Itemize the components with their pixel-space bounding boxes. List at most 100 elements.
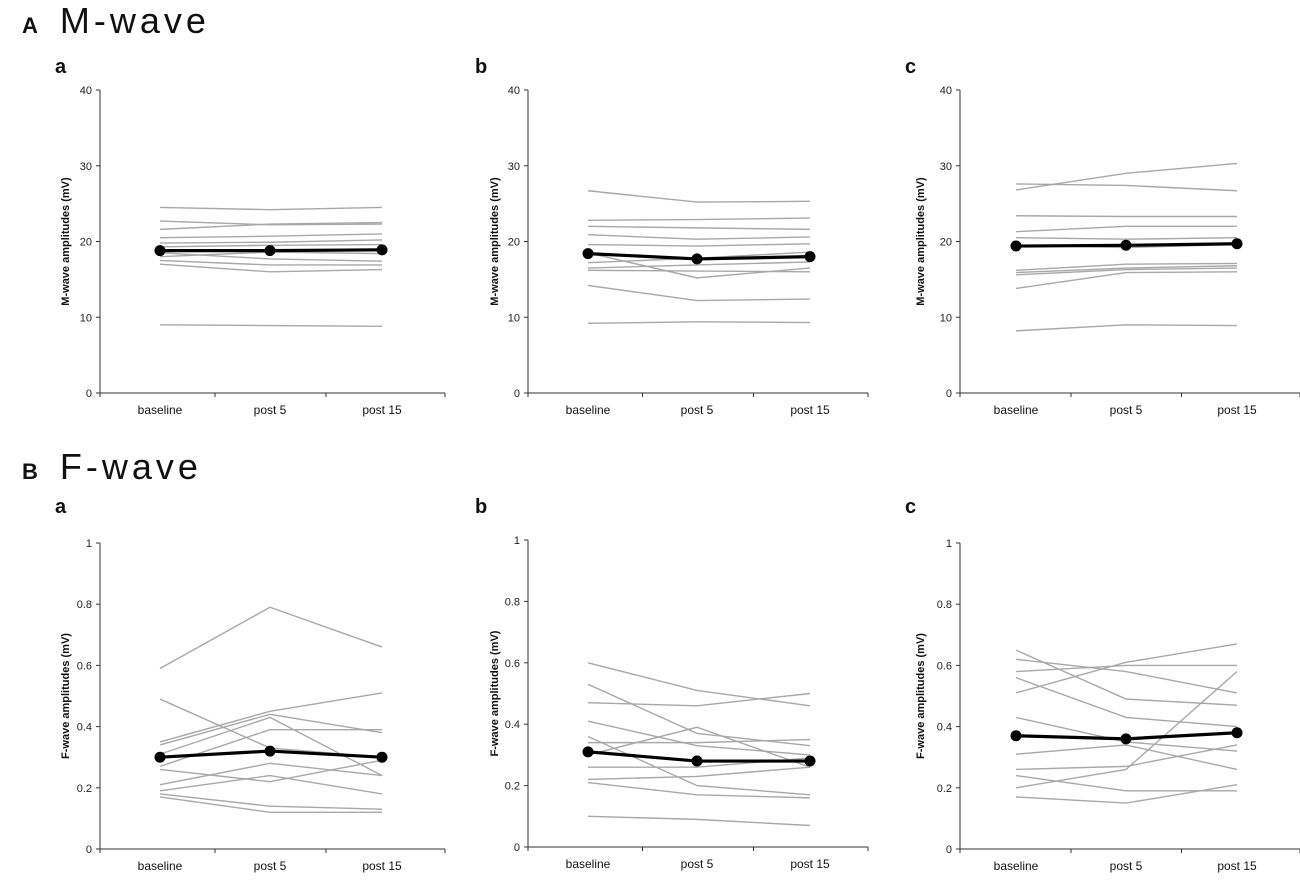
section-letter: A — [22, 13, 38, 38]
subject-series-line — [587, 321, 811, 325]
x-tick-label: post 15 — [790, 403, 830, 417]
panel-label-a: a — [55, 496, 67, 518]
mean-data-point — [1010, 240, 1022, 252]
subject-series-line — [587, 726, 811, 768]
mean-data-point — [1231, 238, 1243, 250]
section-b-heading: B F-wave — [22, 446, 202, 488]
mean-data-point — [804, 755, 816, 767]
panel-label-a: a — [55, 56, 67, 78]
y-axis-label: M-wave amplitudes (mV) — [915, 177, 927, 306]
subject-series-line — [159, 221, 383, 231]
x-tick-label: post 5 — [681, 857, 714, 871]
y-tick-label: 30 — [508, 161, 520, 173]
x-tick-label: baseline — [138, 403, 183, 417]
panel-label-c: c — [905, 496, 917, 518]
y-tick-label: 20 — [80, 237, 92, 249]
y-tick-label: 1 — [946, 538, 952, 550]
section-title: M-wave — [59, 0, 210, 41]
subject-series-line — [587, 735, 811, 796]
subject-series-line — [1015, 664, 1237, 673]
y-tick-label: 1 — [86, 538, 92, 550]
x-tick-label: post 5 — [1110, 403, 1143, 417]
subject-series-line — [159, 796, 382, 813]
subject-series-line — [159, 774, 383, 795]
subject-series-line — [587, 692, 811, 707]
subject-series-line — [1015, 267, 1238, 276]
subject-series-line — [1015, 676, 1238, 728]
subject-series-line — [159, 259, 382, 266]
y-tick-label: 0 — [514, 842, 520, 854]
mean-data-point — [804, 251, 816, 263]
subject-series-line — [587, 683, 811, 747]
x-tick-label: post 15 — [362, 859, 402, 873]
mean-data-point — [264, 245, 276, 257]
y-axis-label: M-wave amplitudes (mV) — [489, 177, 501, 306]
subject-series-line — [159, 762, 383, 786]
subject-series-line — [1015, 271, 1238, 290]
subject-series-line — [587, 233, 811, 240]
y-tick-label: 0.4 — [937, 722, 952, 734]
y-tick-label: 0 — [514, 388, 520, 400]
mean-data-point — [1120, 239, 1132, 251]
subject-series-line — [1015, 262, 1238, 271]
x-tick-label: baseline — [138, 859, 183, 873]
x-tick-label: post 15 — [362, 403, 402, 417]
y-tick-label: 0 — [946, 844, 952, 856]
y-tick-label: 0 — [946, 388, 952, 400]
y-axis-label: F-wave amplitudes (mV) — [489, 630, 501, 756]
subject-series-line — [1015, 265, 1238, 274]
x-tick-label: baseline — [566, 857, 611, 871]
subject-series-line — [587, 720, 811, 756]
subject-series-line — [159, 220, 383, 226]
subject-series-line — [1015, 658, 1238, 694]
mean-data-point — [582, 248, 594, 260]
x-tick-label: baseline — [994, 859, 1039, 873]
subject-series-line — [1015, 643, 1238, 694]
mean-data-point — [376, 751, 388, 763]
subject-series-line — [1015, 324, 1238, 332]
x-tick-label: post 15 — [1217, 403, 1257, 417]
y-axis-label: F-wave amplitudes (mV) — [60, 633, 72, 759]
y-tick-label: 10 — [940, 312, 952, 324]
mean-data-point — [691, 755, 703, 767]
subject-series-line — [587, 766, 811, 781]
mean-data-point — [154, 751, 166, 763]
panel-label-b: b — [475, 56, 488, 78]
y-tick-label: 1 — [514, 535, 520, 547]
subject-series-line — [159, 239, 383, 244]
x-tick-label: baseline — [566, 403, 611, 417]
y-tick-label: 10 — [80, 312, 92, 324]
subject-series-line — [159, 713, 383, 746]
x-tick-label: post 5 — [254, 859, 287, 873]
x-tick-label: post 15 — [790, 857, 830, 871]
subject-series-line — [587, 243, 811, 247]
y-axis-label: F-wave amplitudes (mV) — [915, 633, 927, 759]
panel-label-c: c — [905, 56, 917, 78]
subject-series-line — [159, 263, 383, 273]
y-tick-label: 0.2 — [77, 783, 92, 795]
subject-series-line — [1015, 649, 1238, 706]
mean-data-point — [582, 746, 594, 758]
y-axis-label: M-wave amplitudes (mV) — [60, 177, 72, 306]
x-tick-label: post 15 — [1217, 859, 1257, 873]
y-tick-label: 0.8 — [937, 599, 952, 611]
y-tick-label: 20 — [508, 237, 520, 249]
subject-series-line — [159, 324, 383, 328]
y-tick-label: 40 — [508, 85, 520, 97]
y-tick-label: 0.8 — [77, 599, 92, 611]
chart-panel-a-b: 0 10 20 30 40 baseline post 5 post 15 M-wave amp… — [489, 85, 869, 417]
y-tick-label: 0.4 — [77, 722, 92, 734]
subject-series-line — [1015, 215, 1237, 218]
chart-panel-b-a: 0 0.2 0.4 0.6 0.8 1 baseline post 5 post 15 F-wav… — [60, 538, 446, 873]
y-tick-label: 0 — [86, 388, 92, 400]
subject-series-line — [587, 815, 811, 827]
y-tick-label: 40 — [940, 85, 952, 97]
chart-panel-b-c: 0 0.2 0.4 0.6 0.8 1 baseline post 5 post 15 F-wav… — [915, 538, 1300, 873]
x-tick-label: post 5 — [254, 403, 287, 417]
subject-series-line — [587, 662, 811, 707]
y-tick-label: 20 — [940, 237, 952, 249]
y-tick-label: 30 — [940, 161, 952, 173]
panel-label-b: b — [475, 496, 488, 518]
x-tick-label: post 5 — [1110, 859, 1143, 873]
